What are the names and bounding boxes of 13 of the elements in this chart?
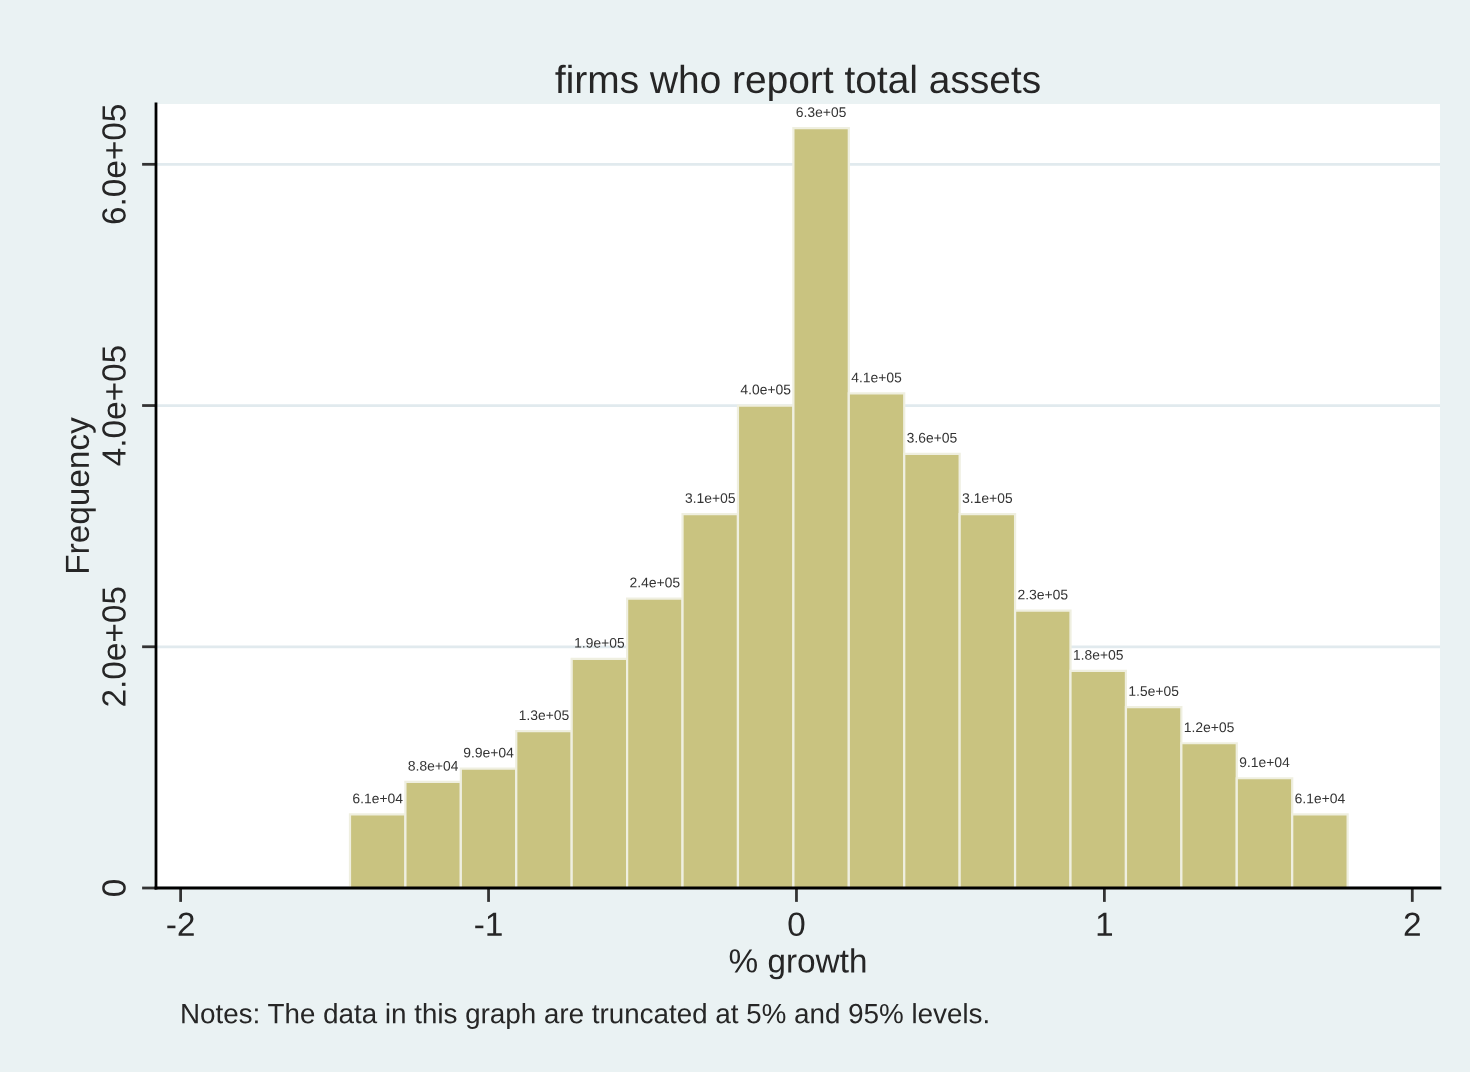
y-tick-label: 2.0e+05 [102, 587, 126, 706]
text: Notes: The data in this graph are truncated at 5% and 95% levels. [182, 1003, 988, 1029]
x-tick-label: -2 [167, 912, 194, 936]
x-tick-label: -1 [475, 912, 502, 936]
chart-title: firms who report total assets [555, 64, 1040, 101]
y-tick-label: 0 [102, 880, 126, 896]
y-tick-label: 6.0e+05 [102, 104, 126, 224]
y-axis-title: Frequency [65, 417, 96, 572]
x-tick-label: 1 [1097, 912, 1113, 936]
x-tick-label: 2 [1404, 912, 1420, 936]
x-axis-title: % growth [729, 948, 866, 980]
y-tick-label: 4.0e+05 [102, 346, 126, 466]
x-tick-label: 0 [788, 912, 805, 937]
